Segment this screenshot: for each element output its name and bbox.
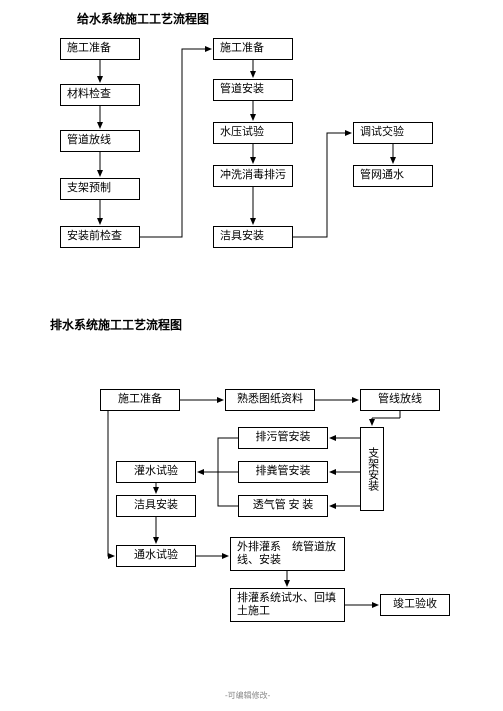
d1-c1-2: 管道放线 (60, 130, 140, 152)
d2-r1-2: 管线放线 (360, 389, 440, 411)
d2-a-2: 通水试验 (116, 545, 196, 567)
title-2: 排水系统施工工艺流程图 (50, 316, 182, 333)
d1-c3-1: 管网通水 (353, 165, 433, 187)
d2-wide2: 排灌系统试水、回填土施工 (230, 588, 345, 622)
d2-vert: 支架安装 (360, 427, 384, 511)
d2-b-2: 透气管 安 装 (238, 495, 328, 517)
d2-wide1: 外排灌系 统管道放线、安装 (230, 537, 345, 571)
d1-c2-4: 洁具安装 (213, 226, 293, 248)
d2-a-1: 洁具安装 (116, 495, 196, 517)
title-1: 给水系统施工工艺流程图 (77, 10, 209, 27)
d1-c2-0: 施工准备 (213, 38, 293, 60)
d2-b-0: 排污管安装 (238, 427, 328, 449)
d1-c1-0: 施工准备 (60, 38, 140, 60)
d1-c2-3: 冲洗消毒排污 (213, 165, 293, 187)
d1-c1-1: 材料检查 (60, 84, 140, 106)
d1-c2-2: 水压试验 (213, 122, 293, 144)
d2-a-0: 灌水试验 (116, 461, 196, 483)
d1-c2-1: 管道安装 (213, 79, 293, 101)
d2-b-1: 排粪管安装 (238, 461, 328, 483)
page-footer: -可编辑修改- (225, 690, 270, 701)
d1-c3-0: 调试交验 (353, 122, 433, 144)
d1-c1-4: 安装前检查 (60, 226, 140, 248)
d2-r1-1: 熟悉图纸资料 (225, 389, 315, 411)
d1-c1-3: 支架预制 (60, 178, 140, 200)
d2-last: 竣工验收 (380, 594, 450, 616)
d2-r1-0: 施工准备 (100, 389, 180, 411)
